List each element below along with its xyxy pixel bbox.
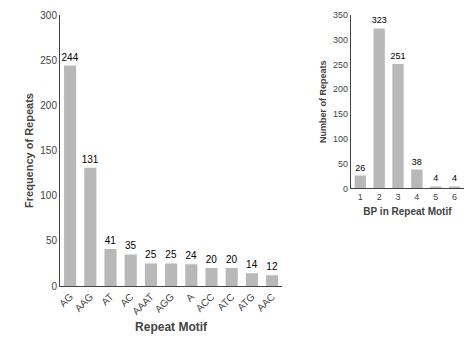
svg-text:50: 50 bbox=[338, 159, 348, 169]
svg-text:35: 35 bbox=[125, 240, 137, 251]
svg-text:AT: AT bbox=[99, 291, 115, 307]
svg-text:14: 14 bbox=[246, 259, 258, 270]
svg-text:25: 25 bbox=[165, 249, 177, 260]
svg-text:Repeat Motif: Repeat Motif bbox=[135, 320, 208, 334]
svg-text:26: 26 bbox=[355, 163, 365, 173]
svg-text:3: 3 bbox=[396, 192, 401, 202]
svg-text:ATC: ATC bbox=[215, 291, 236, 312]
svg-text:12: 12 bbox=[266, 261, 278, 272]
svg-text:300: 300 bbox=[40, 10, 57, 21]
svg-text:200: 200 bbox=[40, 100, 57, 111]
svg-text:ACC: ACC bbox=[194, 291, 217, 314]
svg-text:AAAT: AAAT bbox=[130, 291, 156, 317]
svg-text:100: 100 bbox=[40, 190, 57, 201]
svg-text:ATG: ATG bbox=[235, 291, 257, 313]
svg-text:4: 4 bbox=[433, 173, 438, 183]
svg-text:5: 5 bbox=[433, 192, 438, 202]
svg-text:Number of Repeats: Number of Repeats bbox=[318, 60, 328, 143]
svg-text:250: 250 bbox=[333, 60, 348, 70]
svg-text:244: 244 bbox=[62, 52, 79, 63]
svg-text:0: 0 bbox=[51, 281, 57, 292]
svg-text:25: 25 bbox=[145, 249, 157, 260]
svg-text:350: 350 bbox=[333, 10, 348, 20]
svg-text:6: 6 bbox=[452, 192, 457, 202]
svg-text:150: 150 bbox=[333, 109, 348, 119]
svg-text:2: 2 bbox=[377, 192, 382, 202]
svg-text:BP in Repeat Motif: BP in Repeat Motif bbox=[363, 206, 452, 217]
svg-text:20: 20 bbox=[226, 254, 238, 265]
svg-text:100: 100 bbox=[333, 134, 348, 144]
svg-text:Frequency of Repeats: Frequency of Repeats bbox=[23, 93, 35, 208]
svg-text:24: 24 bbox=[186, 250, 198, 261]
svg-text:38: 38 bbox=[412, 157, 422, 167]
svg-text:AG: AG bbox=[57, 291, 75, 309]
svg-text:150: 150 bbox=[40, 145, 57, 156]
svg-text:250: 250 bbox=[40, 55, 57, 66]
svg-text:1: 1 bbox=[358, 192, 363, 202]
svg-text:323: 323 bbox=[372, 15, 387, 25]
svg-text:41: 41 bbox=[105, 235, 117, 246]
svg-text:4: 4 bbox=[414, 192, 419, 202]
svg-text:4: 4 bbox=[452, 173, 457, 183]
svg-text:20: 20 bbox=[206, 254, 218, 265]
svg-text:AAG: AAG bbox=[73, 291, 96, 314]
svg-text:131: 131 bbox=[82, 154, 99, 165]
svg-text:50: 50 bbox=[46, 235, 58, 246]
svg-text:A: A bbox=[184, 291, 197, 304]
svg-text:0: 0 bbox=[343, 184, 348, 194]
svg-text:300: 300 bbox=[333, 35, 348, 45]
svg-text:AAC: AAC bbox=[255, 291, 277, 313]
svg-text:200: 200 bbox=[333, 84, 348, 94]
svg-text:251: 251 bbox=[390, 51, 405, 61]
svg-text:AGG: AGG bbox=[153, 291, 177, 315]
svg-text:AC: AC bbox=[118, 291, 136, 309]
